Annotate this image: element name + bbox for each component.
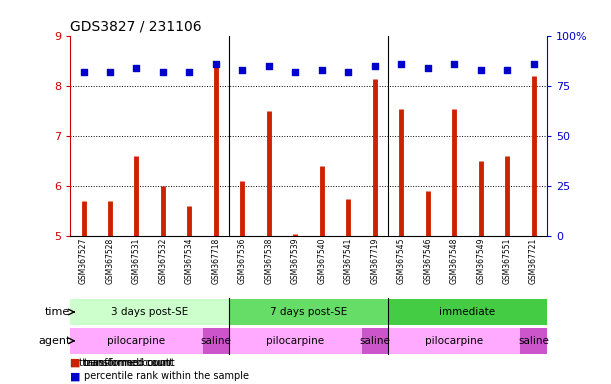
Point: [397, 61, 406, 68]
Point: [476, 67, 486, 73]
Bar: [70, 299, 229, 325]
Bar: [521, 328, 547, 354]
Text: pilocarpine: pilocarpine: [108, 336, 166, 346]
Bar: [70, 328, 203, 354]
Text: saline: saline: [200, 336, 232, 346]
Text: immediate: immediate: [439, 307, 496, 317]
Text: saline: saline: [518, 336, 549, 346]
Text: ■: ■: [70, 371, 81, 381]
Point: [131, 65, 141, 71]
Bar: [362, 328, 388, 354]
Point: [158, 70, 168, 76]
Point: [449, 61, 459, 68]
Text: transformed count: transformed count: [84, 358, 175, 368]
Text: GDS3827 / 231106: GDS3827 / 231106: [70, 20, 202, 34]
Point: [211, 61, 221, 68]
Point: [317, 67, 327, 73]
Text: agent: agent: [38, 336, 70, 346]
Point: [502, 67, 512, 73]
Text: transformed count: transformed count: [79, 358, 170, 368]
Point: [423, 65, 433, 71]
Bar: [388, 328, 521, 354]
Bar: [388, 299, 547, 325]
Text: percentile rank within the sample: percentile rank within the sample: [84, 371, 249, 381]
Text: time: time: [45, 307, 70, 317]
Text: saline: saline: [359, 336, 390, 346]
Point: [238, 67, 247, 73]
Text: ■: ■: [70, 358, 81, 368]
Point: [370, 63, 379, 70]
Bar: [229, 328, 362, 354]
Point: [264, 63, 274, 70]
Point: [343, 70, 353, 76]
Bar: [203, 328, 229, 354]
Point: [290, 70, 300, 76]
Text: pilocarpine: pilocarpine: [425, 336, 483, 346]
Point: [185, 70, 194, 76]
Point: [529, 61, 538, 68]
Text: pilocarpine: pilocarpine: [266, 336, 324, 346]
Point: [79, 70, 89, 76]
Bar: [229, 299, 388, 325]
Text: ■ transformed count: ■ transformed count: [70, 358, 174, 368]
Text: 3 days post-SE: 3 days post-SE: [111, 307, 188, 317]
Point: [105, 70, 115, 76]
Text: 7 days post-SE: 7 days post-SE: [270, 307, 347, 317]
